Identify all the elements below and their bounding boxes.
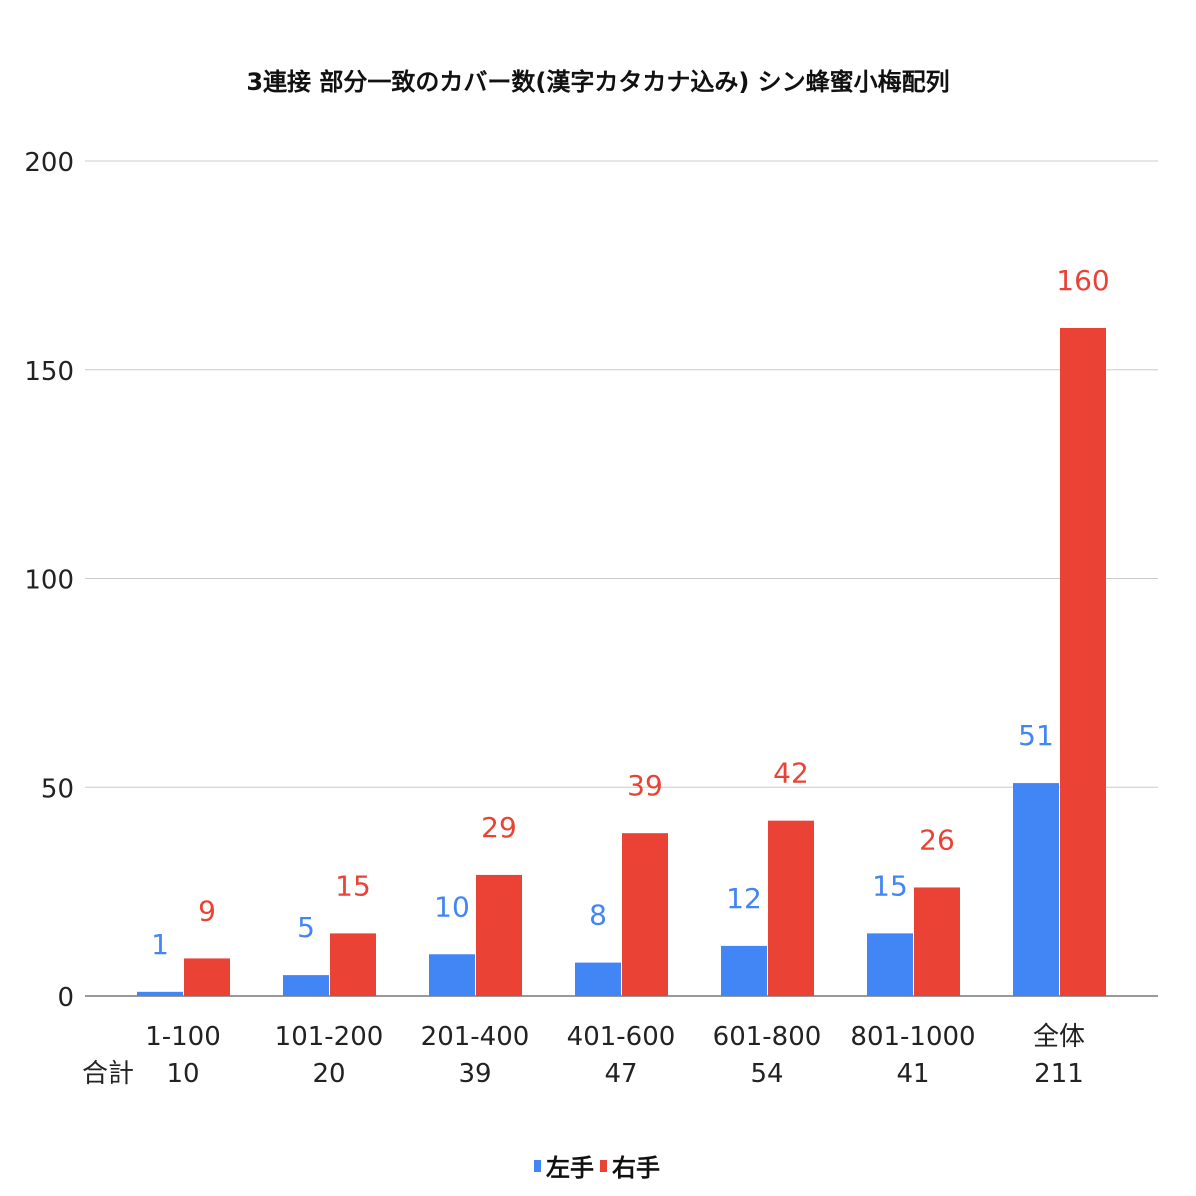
x-tick-label: 1-100 — [145, 1022, 221, 1052]
data-label: 9 — [198, 894, 216, 927]
y-tick-label: 200 — [24, 148, 74, 178]
legend-label: 右手 — [612, 1154, 660, 1182]
bar-right — [768, 820, 814, 996]
data-label: 42 — [773, 757, 809, 790]
x-tick-label: 601-800 — [713, 1022, 822, 1052]
bar-right — [1060, 328, 1106, 996]
bar-right — [330, 933, 376, 996]
bar-left — [867, 933, 913, 996]
data-label: 8 — [589, 899, 607, 932]
x-tick-label: 101-200 — [275, 1022, 384, 1052]
bar-left — [137, 991, 183, 996]
data-label: 15 — [872, 869, 908, 902]
bar-left — [283, 975, 329, 996]
data-label: 39 — [627, 769, 663, 802]
total-label: 20 — [312, 1059, 345, 1089]
data-label: 26 — [919, 823, 955, 856]
y-tick-label: 150 — [24, 357, 74, 387]
total-label: 10 — [166, 1059, 199, 1089]
chart-title: 3連接 部分一致のカバー数(漢字カタカナ込み) シン蜂蜜小梅配列 — [246, 68, 949, 96]
bar-right — [914, 887, 960, 996]
y-tick-label: 50 — [41, 774, 74, 804]
data-label: 10 — [434, 890, 470, 923]
x-tick-label: 801-1000 — [850, 1022, 975, 1052]
total-label: 39 — [458, 1059, 491, 1089]
bar-right — [476, 874, 522, 996]
data-label: 160 — [1056, 264, 1109, 297]
legend-label: 左手 — [546, 1154, 594, 1182]
y-tick-label: 100 — [24, 566, 74, 596]
legend-swatch — [600, 1160, 607, 1172]
total-label: 211 — [1034, 1059, 1084, 1089]
data-label: 29 — [481, 811, 517, 844]
bar-right — [184, 958, 230, 996]
data-label: 12 — [726, 882, 762, 915]
data-label: 15 — [335, 869, 371, 902]
y-tick-label: 0 — [57, 983, 74, 1013]
bar-left — [575, 962, 621, 996]
bar-right — [622, 833, 668, 996]
x-tick-label: 201-400 — [421, 1022, 530, 1052]
total-label: 54 — [750, 1059, 783, 1089]
bar-left — [429, 954, 475, 996]
data-label: 51 — [1018, 719, 1054, 752]
total-label: 47 — [604, 1059, 637, 1089]
totals-row-label: 合計 — [82, 1059, 134, 1089]
bar-left — [721, 945, 767, 996]
data-label: 5 — [297, 911, 315, 944]
legend: 左手 右手 — [534, 1154, 660, 1182]
x-tick-label: 全体 — [1033, 1022, 1085, 1052]
legend-swatch — [534, 1160, 541, 1172]
x-tick-label: 401-600 — [567, 1022, 676, 1052]
data-label: 1 — [151, 928, 169, 961]
bar-left — [1013, 783, 1059, 996]
total-label: 41 — [896, 1059, 929, 1089]
